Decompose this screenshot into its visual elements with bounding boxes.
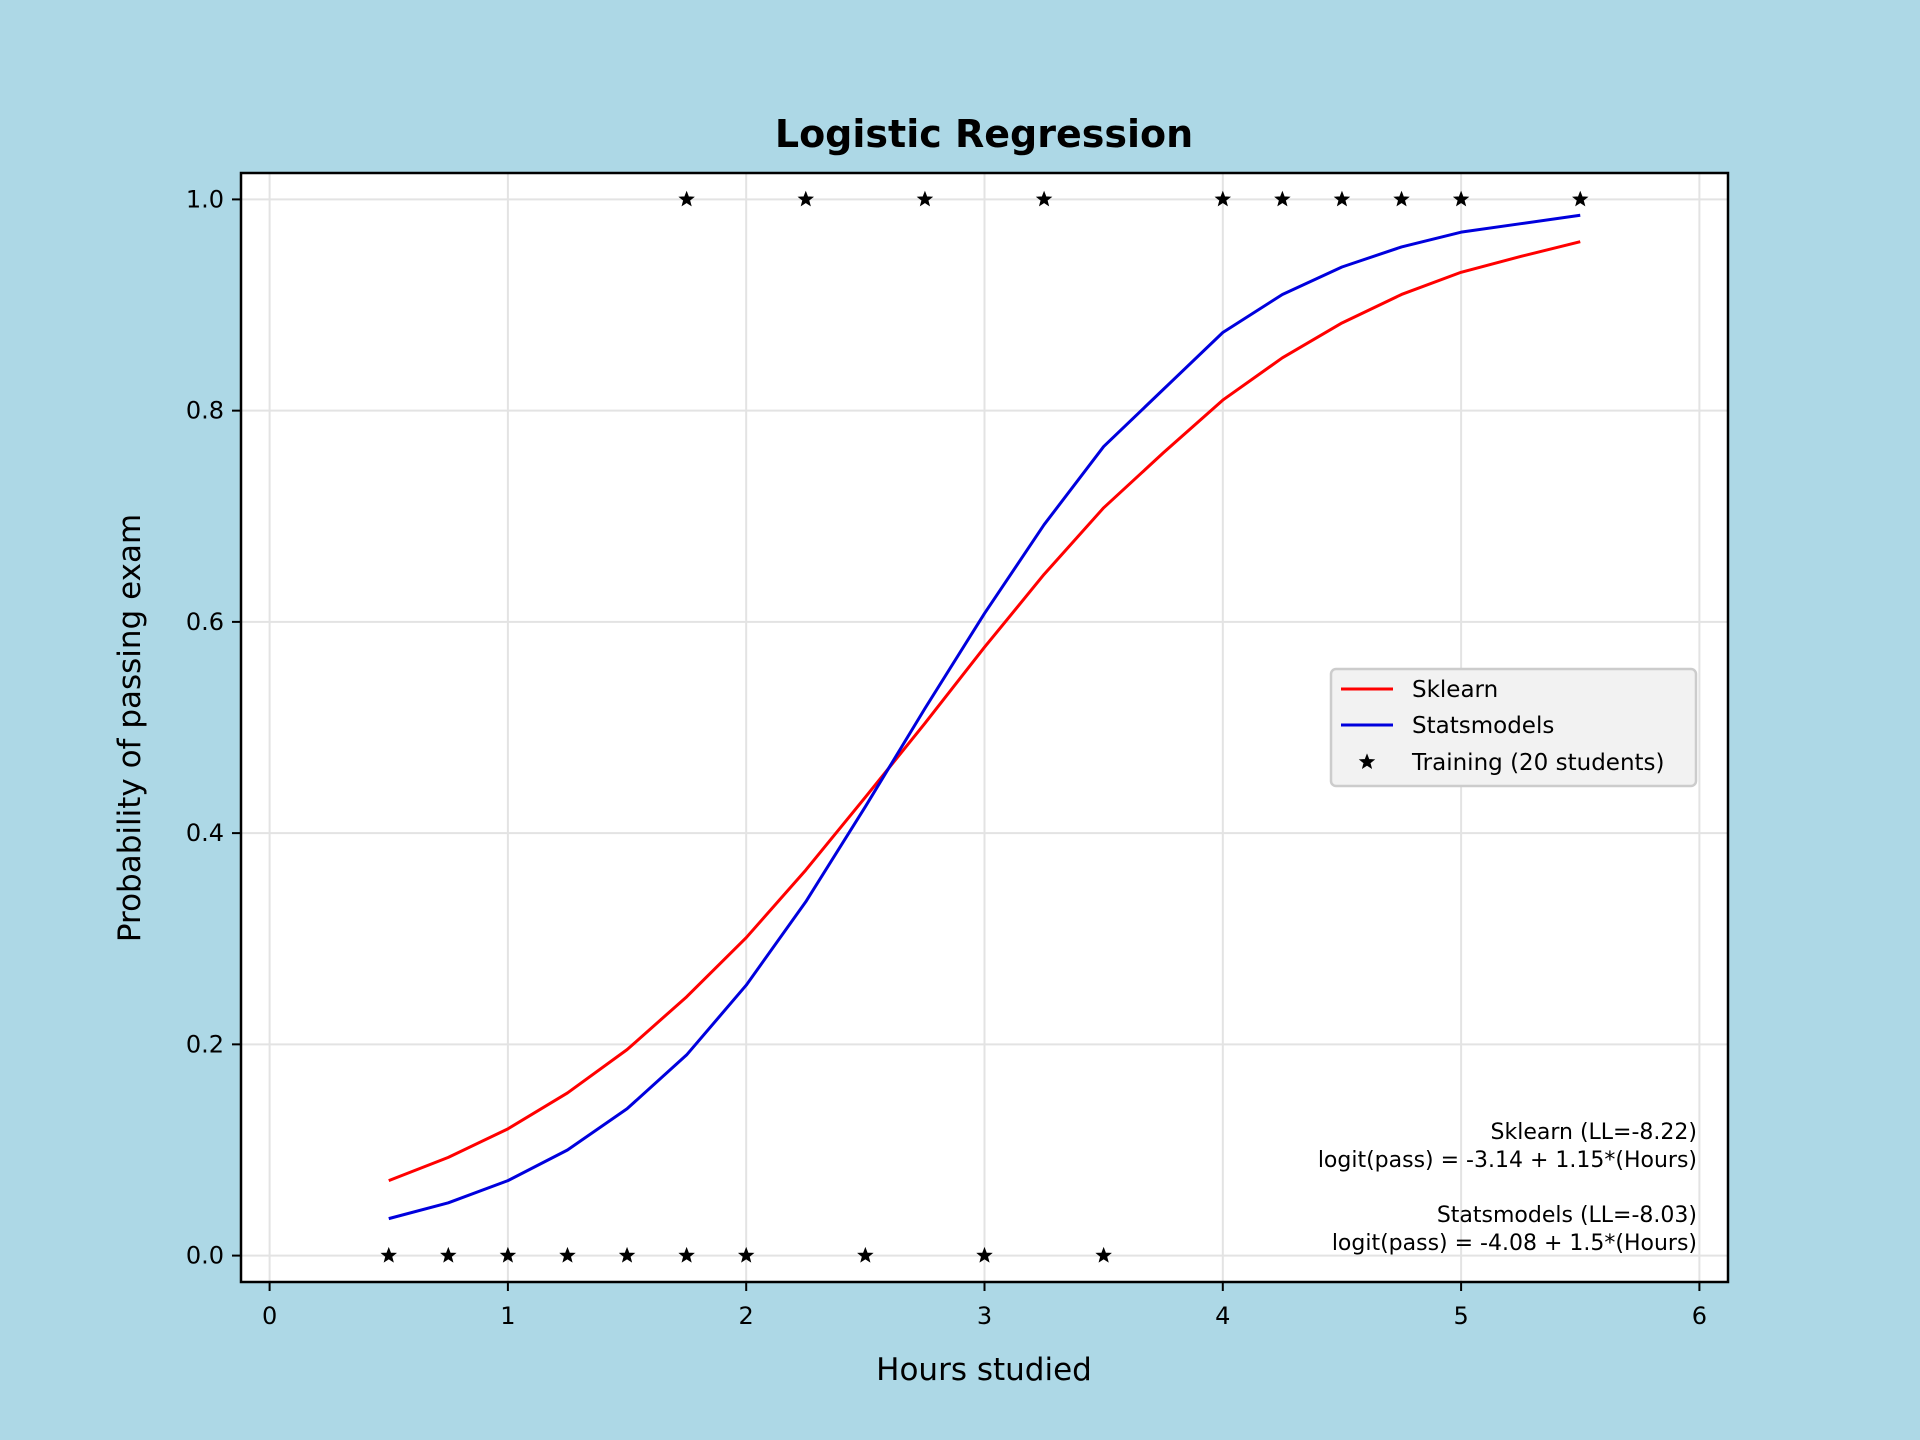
training-point [499,1246,517,1263]
x-tick-label: 4 [1215,1302,1230,1330]
y-tick-label: 0.6 [186,608,224,636]
x-tick-label: 1 [500,1302,515,1330]
training-point [1452,190,1470,207]
y-tick-label: 1.0 [186,185,224,213]
x-tick-label: 2 [739,1302,754,1330]
training-point [857,1246,874,1263]
training-point [1333,190,1351,207]
training-point [678,190,695,207]
training-point [737,1246,755,1263]
training-point [1035,190,1053,207]
training-point [1572,190,1589,207]
legend-swatch-training [1358,753,1376,770]
legend-box [1329,667,1698,788]
x-tick-label: 5 [1453,1302,1468,1330]
training-point [916,190,934,207]
training-point [1274,190,1291,207]
training-point [1214,190,1232,207]
axis-ticks: 0 1 2 3 4 5 6 0.0 0.2 0.4 0.6 0.8 1.0 [186,185,1707,1330]
series-line-statsmodels [388,213,1581,1221]
legend: Sklearn Statsmodels Training (20 student… [1329,667,1698,788]
y-axis-title: Probability of passing exam [112,514,148,942]
training-point [797,190,815,207]
y-tick-label: 0.8 [186,397,224,425]
annotation-sklearn-formula: logit(pass) = -3.14 + 1.15*(Hours) [1318,1148,1697,1173]
y-tick-label: 0.4 [186,819,224,847]
legend-label-training: Training (20 students) [1411,750,1665,776]
training-point [440,1246,457,1263]
training-point [1393,190,1410,207]
annotation-sklearn-ll: Sklearn (LL=-8.22) [1491,1120,1697,1145]
x-tick-label: 0 [262,1302,277,1330]
grid [241,173,1728,1282]
training-point [1095,1246,1112,1263]
x-tick-label: 6 [1692,1302,1707,1330]
series-layer [388,213,1581,1221]
annotation-statsmodels-ll: Statsmodels (LL=-8.03) [1437,1203,1697,1228]
training-point [618,1246,636,1263]
legend-label-sklearn: Sklearn [1412,677,1498,703]
y-tick-label: 0.2 [186,1030,224,1058]
training-points [380,190,1589,1263]
x-tick-label: 3 [977,1302,992,1330]
training-point [976,1246,993,1263]
legend-label-statsmodels: Statsmodels [1412,713,1554,739]
x-axis-title: Hours studied [876,1352,1092,1388]
legend-star-marker [1358,753,1376,770]
training-point [678,1246,695,1263]
training-point [559,1246,576,1263]
annotation-statsmodels-formula: logit(pass) = -4.08 + 1.5*(Hours) [1332,1231,1697,1256]
series-line-sklearn [388,240,1581,1183]
y-tick-label: 0.0 [186,1242,224,1270]
chart-title: Logistic Regression [775,112,1193,156]
training-point [380,1246,397,1263]
